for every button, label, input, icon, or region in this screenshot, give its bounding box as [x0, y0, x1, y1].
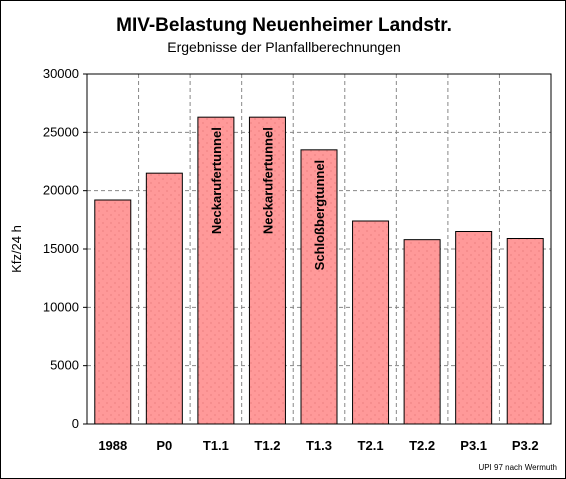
- source-note: UPI 97 nach Wermuth: [478, 463, 557, 472]
- bar-labels: Neckarufertunnel Neckarufertunnel Schloßbe…: [209, 127, 327, 270]
- plot-area-frame: [86, 73, 552, 425]
- y-tick-label: 5000: [50, 358, 79, 373]
- x-category-label: T2.2: [409, 438, 435, 453]
- x-category-label: P3.2: [512, 438, 539, 453]
- bar-t2-1: [352, 220, 390, 425]
- y-axis-ticks: 0 5000 10000 15000 20000 25000 30000: [43, 66, 87, 431]
- chart-title: MIV-Belastung Neuenheimer Landstr.: [116, 15, 452, 36]
- x-category-label: P0: [156, 438, 172, 453]
- bar-label: Schloßbergtunnel: [312, 160, 327, 270]
- y-tick-label: 15000: [43, 241, 79, 256]
- chart-subtitle: Ergebnisse der Planfallberechnungen: [167, 39, 401, 55]
- y-tick-label: 20000: [43, 183, 79, 198]
- bar-t1-2: [248, 116, 286, 425]
- bar-p0: [145, 172, 183, 425]
- bar-t2-2: [403, 239, 441, 425]
- bar-p3-1: [455, 231, 493, 425]
- x-category-label: T2.1: [358, 438, 384, 453]
- y-tick-label: 0: [72, 416, 79, 431]
- x-category-label: 1988: [98, 438, 127, 453]
- x-category-label: T1.3: [306, 438, 332, 453]
- x-category-label: T1.1: [203, 438, 229, 453]
- bars: [94, 116, 544, 425]
- bar-label: Neckarufertunnel: [209, 127, 224, 234]
- x-category-label: P3.1: [460, 438, 487, 453]
- y-tick-label: 25000: [43, 124, 79, 139]
- y-axis-label: Kfz/24 h: [9, 225, 24, 273]
- y-tick-label: 30000: [43, 66, 79, 81]
- bar-p3-2: [506, 238, 544, 425]
- y-tick-label: 10000: [43, 299, 79, 314]
- x-axis-categories: 1988 P0 T1.1 T1.2 T1.3 T2.1 T2.2 P3.1 P3.2: [98, 438, 538, 453]
- x-category-label: T1.2: [254, 438, 280, 453]
- bar-1988: [94, 199, 132, 425]
- bar-label: Neckarufertunnel: [260, 127, 275, 234]
